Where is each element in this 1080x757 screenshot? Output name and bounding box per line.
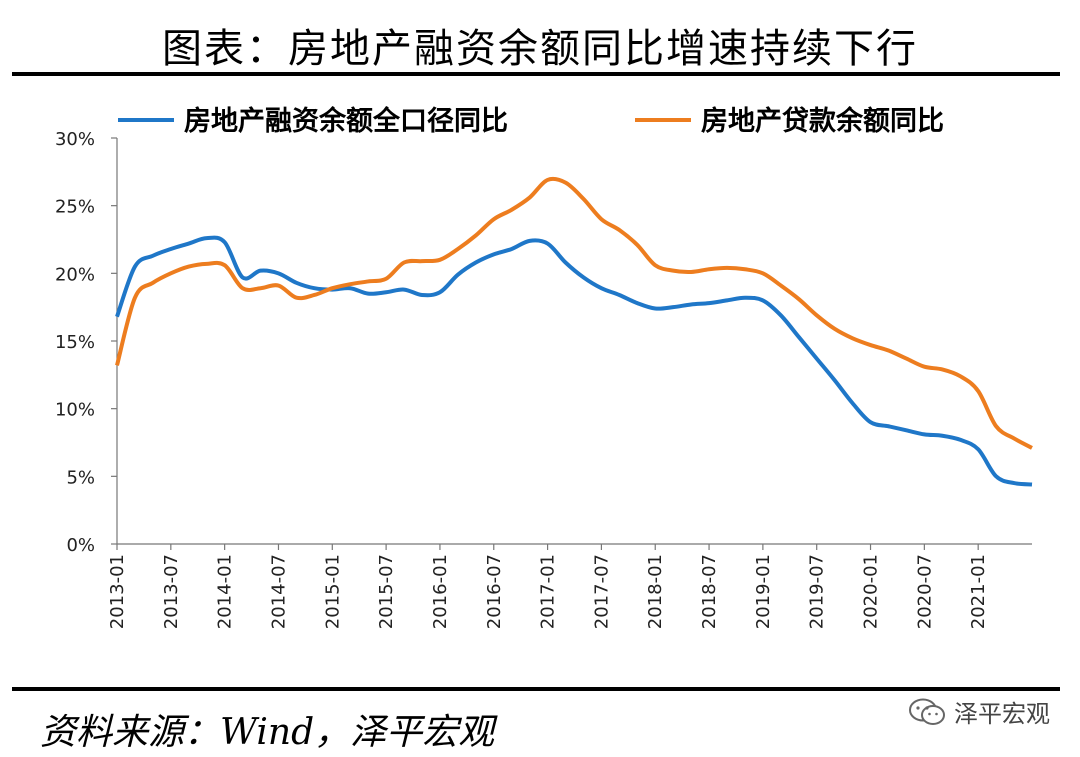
source-note: 资料来源：Wind，泽平宏观 <box>40 712 495 753</box>
x-tick-label: 2017-01 <box>538 554 559 629</box>
line-chart: 房地产融资余额全口径同比 房地产贷款余额同比 0% 5% 10% 15% 20% 25% 30… <box>55 105 1033 629</box>
y-tick-label: 30% <box>55 129 95 150</box>
legend-label-1: 房地产融资余额全口径同比 <box>184 105 508 137</box>
x-tick-label: 2014-01 <box>215 554 236 629</box>
y-tick-label: 15% <box>55 332 95 353</box>
y-tick-label: 5% <box>66 467 95 488</box>
x-tick-label: 2014-07 <box>268 554 289 629</box>
x-tick-label: 2013-07 <box>161 554 182 629</box>
chart-legend: 房地产融资余额全口径同比 房地产贷款余额同比 <box>118 105 944 137</box>
y-tick-label: 10% <box>55 400 95 421</box>
x-tick-label: 2020-01 <box>861 554 882 629</box>
y-axis: 0% 5% 10% 15% 20% 25% 30% <box>55 129 118 556</box>
wechat-icon <box>909 698 945 725</box>
x-tick-label: 2019-01 <box>753 554 774 629</box>
x-tick-label: 2018-01 <box>645 554 666 629</box>
x-tick-label: 2013-01 <box>107 554 128 629</box>
x-tick-label: 2020-07 <box>914 554 935 629</box>
brand-watermark: 泽平宏观 <box>908 694 1050 729</box>
series-line-1 <box>115 235 1033 487</box>
x-tick-label: 2016-01 <box>430 554 451 629</box>
legend-label-2: 房地产贷款余额同比 <box>701 105 944 137</box>
chart-title: 图表：房地产融资余额同比增速持续下行 <box>162 26 918 72</box>
x-tick-label: 2017-07 <box>591 554 612 629</box>
x-tick-label: 2016-07 <box>484 554 505 629</box>
x-tick-label: 2019-07 <box>807 554 828 629</box>
brand-name: 泽平宏观 <box>954 700 1050 728</box>
x-tick-label: 2015-01 <box>322 554 343 629</box>
x-tick-label: 2021-01 <box>968 554 989 629</box>
bottom-divider <box>12 687 1060 691</box>
series-lines <box>115 176 1033 487</box>
x-axis: 2013-01 2013-07 2014-01 2014-07 2015-01 2015-… <box>107 543 1032 629</box>
series-line-2 <box>115 176 1033 450</box>
x-tick-label: 2015-07 <box>376 554 397 629</box>
top-divider <box>12 72 1060 76</box>
y-tick-label: 0% <box>66 535 95 556</box>
y-tick-label: 20% <box>55 264 95 285</box>
y-tick-label: 25% <box>55 197 95 218</box>
x-tick-label: 2018-07 <box>699 554 720 629</box>
